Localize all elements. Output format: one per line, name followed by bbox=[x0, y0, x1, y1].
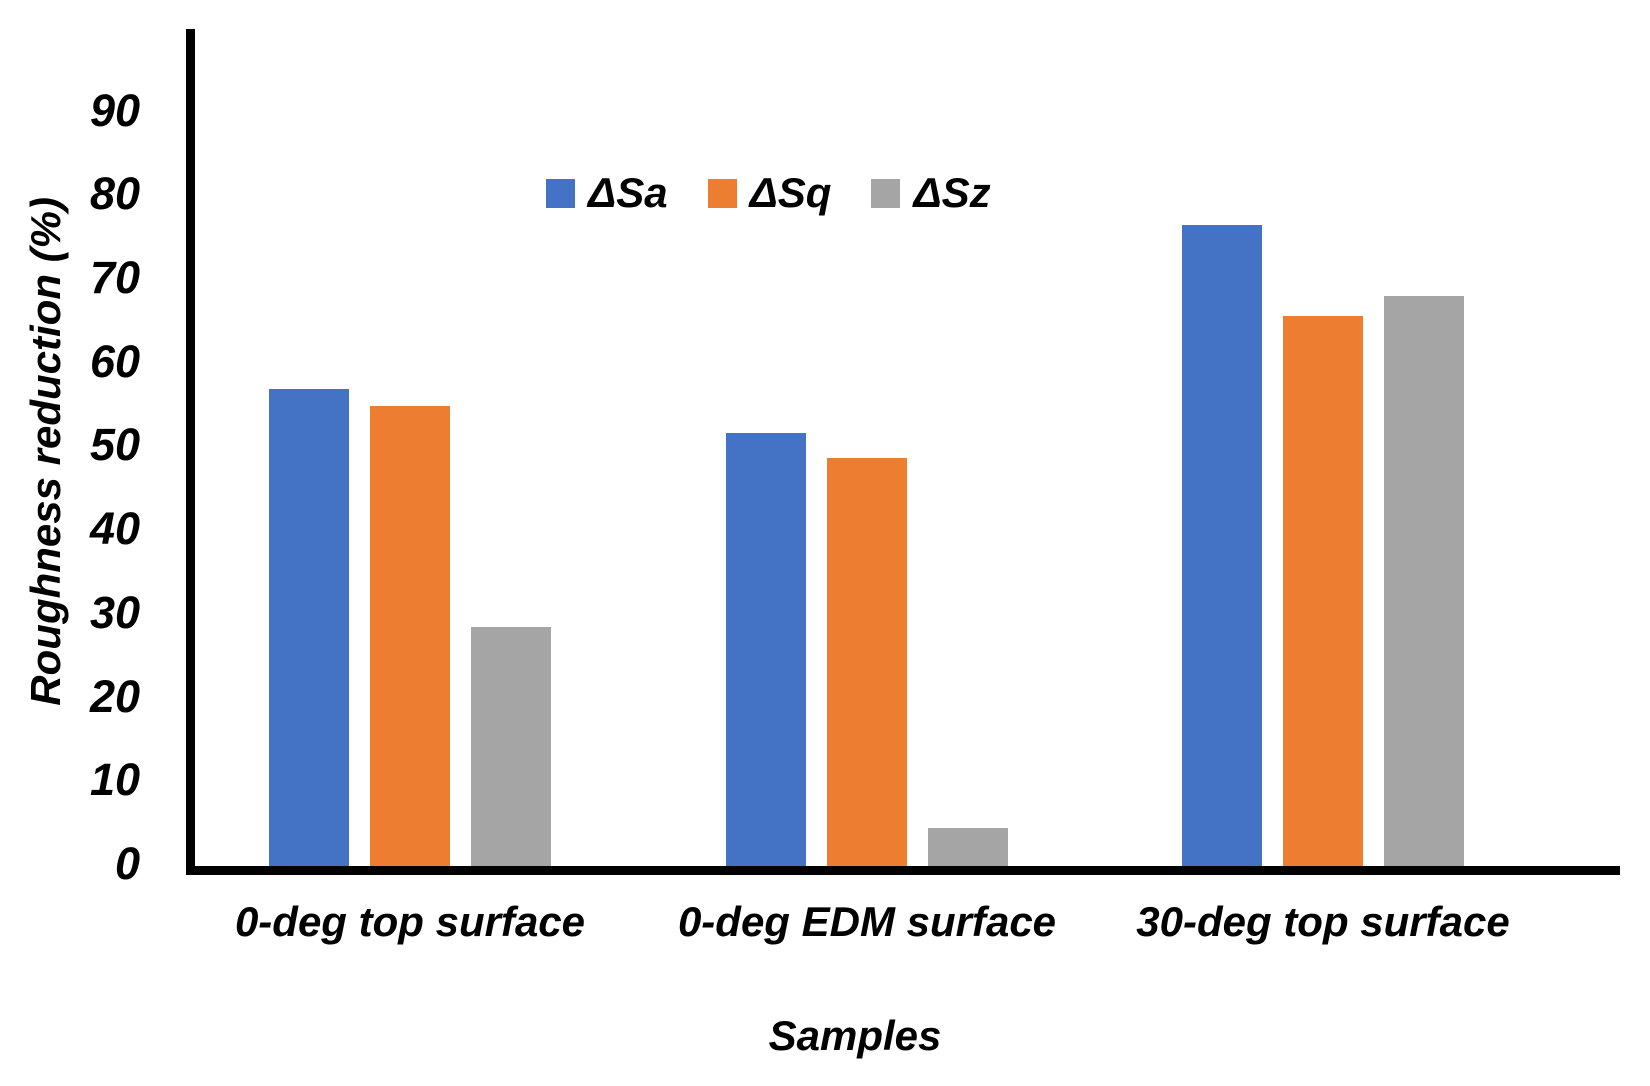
category-label: 0-deg EDM surface bbox=[677, 898, 1057, 945]
y-tick-label: 70 bbox=[89, 251, 140, 303]
y-tick-label: 0 bbox=[114, 838, 140, 889]
bar bbox=[471, 626, 551, 866]
legend-entry: ΔSz bbox=[871, 169, 991, 216]
y-tick-label: 80 bbox=[89, 168, 140, 220]
y-tick-label: 60 bbox=[89, 335, 140, 387]
category-label: 0-deg top surface bbox=[234, 898, 586, 945]
legend-swatch-icon bbox=[546, 178, 575, 208]
legend-entry: ΔSa bbox=[546, 172, 668, 214]
legend: ΔSa ΔSq ΔSz bbox=[546, 172, 991, 214]
legend-swatch-icon bbox=[871, 178, 901, 208]
y-tick-label: 40 bbox=[89, 503, 140, 555]
y-tick-label: 30 bbox=[89, 586, 140, 638]
bar bbox=[928, 828, 1008, 866]
y-axis-line bbox=[186, 29, 195, 874]
bar bbox=[827, 458, 907, 866]
legend-label: ΔSa bbox=[588, 169, 668, 216]
legend-swatch-icon bbox=[707, 178, 737, 208]
y-tick-label: 10 bbox=[89, 754, 140, 806]
legend-label: ΔSz bbox=[913, 169, 991, 216]
legend-entry: ΔSq bbox=[707, 169, 832, 216]
x-axis-title: Samples bbox=[768, 1012, 942, 1059]
bar bbox=[1182, 224, 1262, 866]
bar bbox=[1384, 295, 1464, 866]
y-tick-label: 20 bbox=[89, 670, 140, 722]
y-tick-label: 50 bbox=[89, 419, 140, 471]
bar bbox=[1283, 315, 1363, 866]
bar bbox=[269, 388, 349, 866]
y-tick-label: 90 bbox=[89, 84, 140, 136]
category-label: 30-deg top surface bbox=[1136, 898, 1510, 945]
bar bbox=[726, 433, 806, 866]
bar bbox=[370, 405, 450, 866]
legend-label: ΔSq bbox=[749, 169, 832, 216]
x-axis-line bbox=[186, 866, 1620, 875]
